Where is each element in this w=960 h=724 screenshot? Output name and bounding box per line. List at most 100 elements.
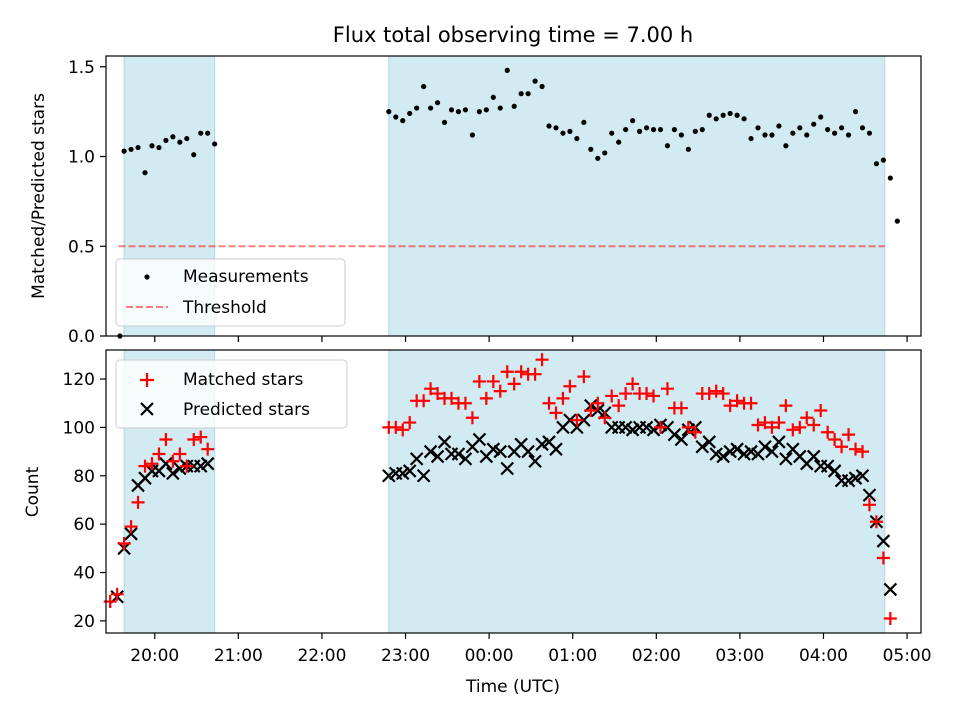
matched-point xyxy=(180,459,194,473)
matched-point xyxy=(779,399,793,413)
matched-point xyxy=(507,377,521,391)
bottom-x-ticks: 20:00 21:00 22:00 23:00 00:00 01:00 02:00 03:00… xyxy=(130,633,932,666)
bottom-legend-box xyxy=(115,359,348,429)
predicted-point xyxy=(528,454,542,469)
bottom-legend: Matched stars Predicted stars xyxy=(115,359,348,429)
measurement-point xyxy=(671,126,678,133)
measurement-point xyxy=(595,155,601,161)
matched-point xyxy=(674,401,688,415)
measurement-point xyxy=(421,83,427,90)
measurement-point xyxy=(135,144,141,151)
y-tick-label: 1.0 xyxy=(68,148,95,168)
measurement-point xyxy=(574,135,580,142)
top-shaded-spans xyxy=(123,55,886,337)
measurement-point xyxy=(741,116,747,122)
measurement-point xyxy=(776,123,782,129)
top-legend-box xyxy=(115,258,346,327)
x-axis-label: Time (UTC) xyxy=(465,677,560,697)
matched-point xyxy=(187,432,201,446)
measurement-point xyxy=(448,107,455,113)
predicted-point xyxy=(500,461,515,476)
predicted-point xyxy=(416,469,431,483)
matched-point xyxy=(577,370,591,384)
predicted-point xyxy=(730,442,744,456)
matched-point xyxy=(472,374,486,388)
observing-span xyxy=(388,349,886,634)
matched-point xyxy=(598,411,612,425)
measurement-point xyxy=(650,126,657,133)
predicted-point xyxy=(855,469,870,483)
measurement-point xyxy=(699,126,705,133)
matched-point xyxy=(563,379,577,393)
measurement-point xyxy=(852,109,859,115)
predicted-point xyxy=(521,444,535,459)
matched-point xyxy=(800,411,814,425)
measurement-point xyxy=(692,128,698,134)
top-panel: 0.0 0.5 1.0 1.5 Matched/Predicted stars Mea… xyxy=(29,55,922,347)
measurement-point xyxy=(441,119,448,126)
matched-point xyxy=(131,495,145,509)
predicted-point xyxy=(772,435,786,449)
y-tick-label: 60 xyxy=(73,515,95,535)
measurement-point xyxy=(713,116,719,122)
measurement-point xyxy=(581,119,587,126)
legend-measurements-label: Measurements xyxy=(183,267,309,287)
measurement-point xyxy=(797,125,803,131)
measurement-point xyxy=(539,83,545,90)
predicted-point xyxy=(577,413,591,427)
measurement-point xyxy=(894,218,900,224)
predicted-point xyxy=(883,582,898,597)
matched-point xyxy=(138,459,152,473)
matched-point xyxy=(556,391,570,405)
predicted-point xyxy=(827,464,842,478)
matched-point xyxy=(528,367,542,381)
measurement-point xyxy=(170,134,176,140)
measurement-point xyxy=(609,130,615,136)
matched-point xyxy=(883,611,897,625)
predicted-point xyxy=(472,432,487,447)
matched-point xyxy=(772,416,786,430)
measurement-point xyxy=(191,152,197,158)
measurement-point xyxy=(455,109,462,115)
predicted-point xyxy=(779,452,793,466)
matched-point xyxy=(869,515,883,529)
bottom-panel: 20 40 60 80 100 120 20:00 21:00 22:00 23:00 00:00… xyxy=(23,349,932,697)
measurement-point xyxy=(205,130,211,136)
matched-point xyxy=(458,396,472,410)
measurement-point xyxy=(727,110,733,117)
predicted-point xyxy=(549,442,563,456)
measurement-point xyxy=(616,139,622,145)
matched-point xyxy=(117,537,131,551)
matched-point xyxy=(660,382,674,396)
measurement-point xyxy=(769,132,775,138)
matched-point xyxy=(681,420,695,434)
predicted-point xyxy=(159,456,173,471)
measurement-point xyxy=(783,143,789,149)
measurement-point xyxy=(643,125,650,131)
measurement-point xyxy=(790,130,796,136)
matched-point xyxy=(765,420,779,434)
matched-point xyxy=(431,387,445,401)
measurement-point xyxy=(490,94,496,100)
matched-point xyxy=(688,425,702,439)
y-tick-label: 0.5 xyxy=(68,237,95,257)
predicted-point xyxy=(862,488,877,502)
measurement-point xyxy=(128,146,134,152)
matched-point xyxy=(862,498,876,512)
matched-point xyxy=(591,396,605,410)
matched-point xyxy=(619,387,633,401)
matched-point xyxy=(709,384,723,398)
measurement-point xyxy=(859,125,866,131)
measurement-point xyxy=(212,141,218,147)
matched-point xyxy=(612,399,626,413)
measurement-point xyxy=(887,175,893,181)
measurement-point xyxy=(121,148,127,154)
predicted-points xyxy=(110,398,898,604)
top-plot-frame xyxy=(105,55,922,337)
x-tick-label: 04:00 xyxy=(799,646,848,666)
matched-point xyxy=(424,382,438,396)
measurement-point xyxy=(838,125,845,131)
matched-point xyxy=(702,387,716,401)
x-tick-label: 23:00 xyxy=(381,646,430,666)
